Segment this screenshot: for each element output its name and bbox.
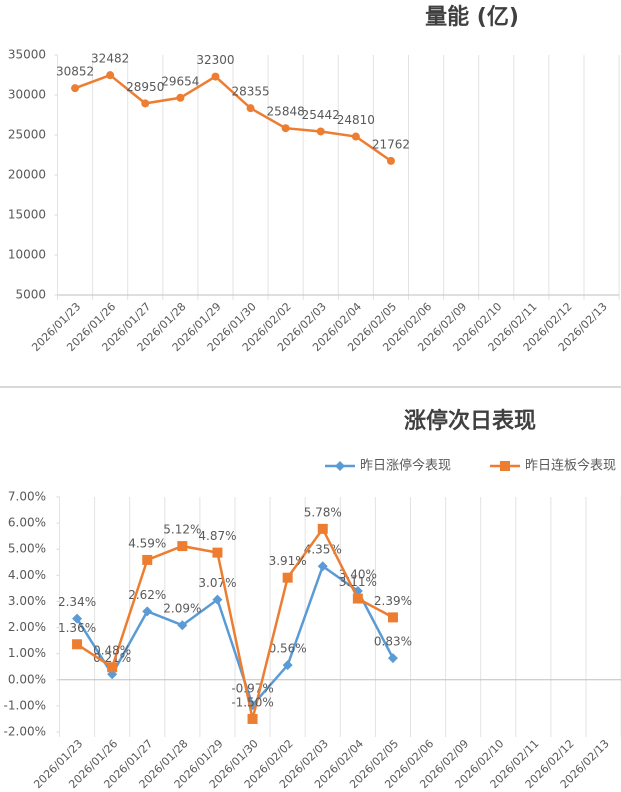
y-tick-label: 5.00% <box>8 542 46 556</box>
marker <box>387 653 398 664</box>
marker <box>72 613 83 624</box>
data-label: 25848 <box>267 105 305 119</box>
series-line <box>76 526 394 720</box>
data-label: -0.97% <box>231 682 273 696</box>
marker <box>335 461 345 471</box>
data-label: 1.36% <box>58 621 96 635</box>
data-label: 3.07% <box>198 576 236 590</box>
data-label: 25442 <box>302 108 340 122</box>
data-label: 2.34% <box>58 595 96 609</box>
y-tick-label: 10000 <box>8 248 46 262</box>
data-label: 24810 <box>337 113 375 127</box>
marker <box>351 132 360 141</box>
y-tick-label: -1.00% <box>4 698 46 712</box>
data-label: 28355 <box>231 85 269 99</box>
marker <box>177 620 188 631</box>
legend-label: 昨日涨停今表现 <box>360 458 451 474</box>
marker <box>316 127 325 136</box>
data-label: 0.83% <box>374 635 412 649</box>
y-tick-label: 0.00% <box>8 672 46 686</box>
y-tick-label: 20000 <box>8 168 46 182</box>
marker <box>211 72 220 81</box>
y-tick-label: 35000 <box>8 48 46 62</box>
y-tick-label: -2.00% <box>4 725 46 739</box>
marker <box>177 541 188 552</box>
y-tick-label: 6.00% <box>8 516 46 530</box>
data-label: 4.59% <box>128 536 166 550</box>
chart-title: 涨停次日表现 <box>404 408 536 434</box>
marker <box>106 71 115 80</box>
marker <box>317 523 328 534</box>
marker <box>71 84 80 93</box>
data-label: 5.12% <box>163 523 201 537</box>
data-label: 3.11% <box>339 575 377 589</box>
data-label: 2.09% <box>163 602 201 616</box>
marker <box>72 639 83 650</box>
y-tick-label: 3.00% <box>8 594 46 608</box>
data-label: 3.91% <box>269 554 307 568</box>
marker <box>282 660 293 671</box>
data-label: 30852 <box>56 65 94 79</box>
marker <box>282 572 293 583</box>
data-label: 0.56% <box>269 642 307 656</box>
data-label: 32300 <box>196 53 234 67</box>
y-tick-label: 25000 <box>8 128 46 142</box>
marker <box>141 99 150 108</box>
y-tick-label: 2.00% <box>8 620 46 634</box>
y-tick-label: 1.00% <box>8 646 46 660</box>
marker <box>142 606 153 617</box>
data-label: 32482 <box>91 52 129 66</box>
marker <box>212 547 223 558</box>
marker <box>212 594 223 605</box>
marker <box>246 104 255 113</box>
data-label: 28950 <box>126 80 164 94</box>
marker <box>281 124 290 133</box>
legend-label: 昨日连板今表现 <box>525 458 616 474</box>
marker <box>142 554 153 565</box>
y-tick-label: 15000 <box>8 208 46 222</box>
data-label: -1.50% <box>231 695 273 709</box>
marker <box>500 461 510 471</box>
marker <box>352 593 363 604</box>
y-tick-label: 7.00% <box>8 490 46 504</box>
marker <box>317 561 328 572</box>
y-tick-label: 5000 <box>15 288 46 302</box>
marker <box>387 612 398 623</box>
series-line <box>75 564 395 708</box>
y-tick-label: 4.00% <box>8 568 46 582</box>
marker <box>107 662 118 673</box>
marker <box>247 713 258 724</box>
chart-title: 量能 (亿) <box>425 4 519 30</box>
data-label: 4.87% <box>198 529 236 543</box>
y-tick-label: 30000 <box>8 88 46 102</box>
marker <box>176 93 185 102</box>
data-label: 5.78% <box>304 505 342 519</box>
marker <box>386 156 395 165</box>
data-label: 0.48% <box>93 644 131 658</box>
series-line <box>74 73 392 162</box>
data-label: 21762 <box>372 137 410 151</box>
data-label: 2.39% <box>374 594 412 608</box>
data-label: 29654 <box>161 74 199 88</box>
